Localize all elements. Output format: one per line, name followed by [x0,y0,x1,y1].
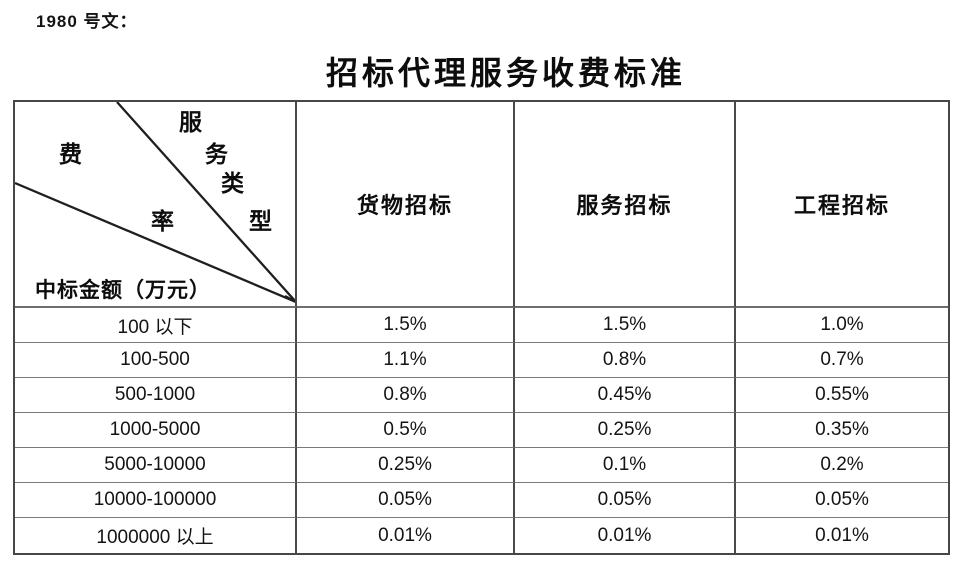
row-label-cell: 5000-10000 [15,448,297,483]
fee-value-cell: 0.5% [297,413,515,448]
page-title: 招标代理服务收费标准 [325,55,686,91]
fee-value-cell: 0.2% [736,448,948,483]
row-label-cell: 1000-5000 [15,413,297,448]
table-corner-cell: 费 服 务 类 型 率 中标金额（万元） [15,102,297,308]
fee-value-cell: 0.1% [515,448,736,483]
fee-value-cell: 0.7% [736,343,948,378]
fee-value-cell: 0.45% [515,378,736,413]
row-label-cell: 1000000 以上 [15,518,297,553]
fee-value-cell: 0.05% [515,483,736,518]
fee-value-cell: 1.5% [515,308,736,343]
corner-service-type-char: 服 [179,110,202,135]
column-header-service: 服务招标 [515,102,736,308]
fee-standard-table: 费 服 务 类 型 率 中标金额（万元） 货物招标 服务招标 工程招标 100 … [13,100,950,555]
fee-value-cell: 0.8% [515,343,736,378]
fee-value-cell: 0.05% [297,483,515,518]
corner-fee-char: 费 [59,142,82,167]
fee-value-cell: 0.01% [297,518,515,553]
fee-value-cell: 0.25% [297,448,515,483]
corner-service-type-char: 务 [205,142,228,167]
fee-value-cell: 0.05% [736,483,948,518]
fee-value-cell: 0.25% [515,413,736,448]
corner-rate-char: 率 [151,209,174,234]
corner-service-type-char: 型 [249,209,272,234]
fee-value-cell: 0.8% [297,378,515,413]
row-label-cell: 100 以下 [15,308,297,343]
fee-value-cell: 0.55% [736,378,948,413]
diagonal-divider-lines [15,102,295,303]
fee-value-cell: 1.5% [297,308,515,343]
fee-value-cell: 0.01% [515,518,736,553]
row-label-cell: 100-500 [15,343,297,378]
doc-number: 1980 号文： [36,12,138,31]
column-header-engineering: 工程招标 [736,102,948,308]
fee-value-cell: 1.1% [297,343,515,378]
column-header-goods: 货物招标 [297,102,515,308]
fee-value-cell: 0.01% [815,524,869,546]
fee-value-cell: 1.0% [736,308,948,343]
fee-value-cell: 0.35% [736,413,948,448]
row-label-cell: 500-1000 [15,378,297,413]
row-label-cell: 10000-100000 [15,483,297,518]
row-axis-label: 中标金额（万元） [35,278,211,302]
corner-service-type-char: 类 [221,171,244,196]
